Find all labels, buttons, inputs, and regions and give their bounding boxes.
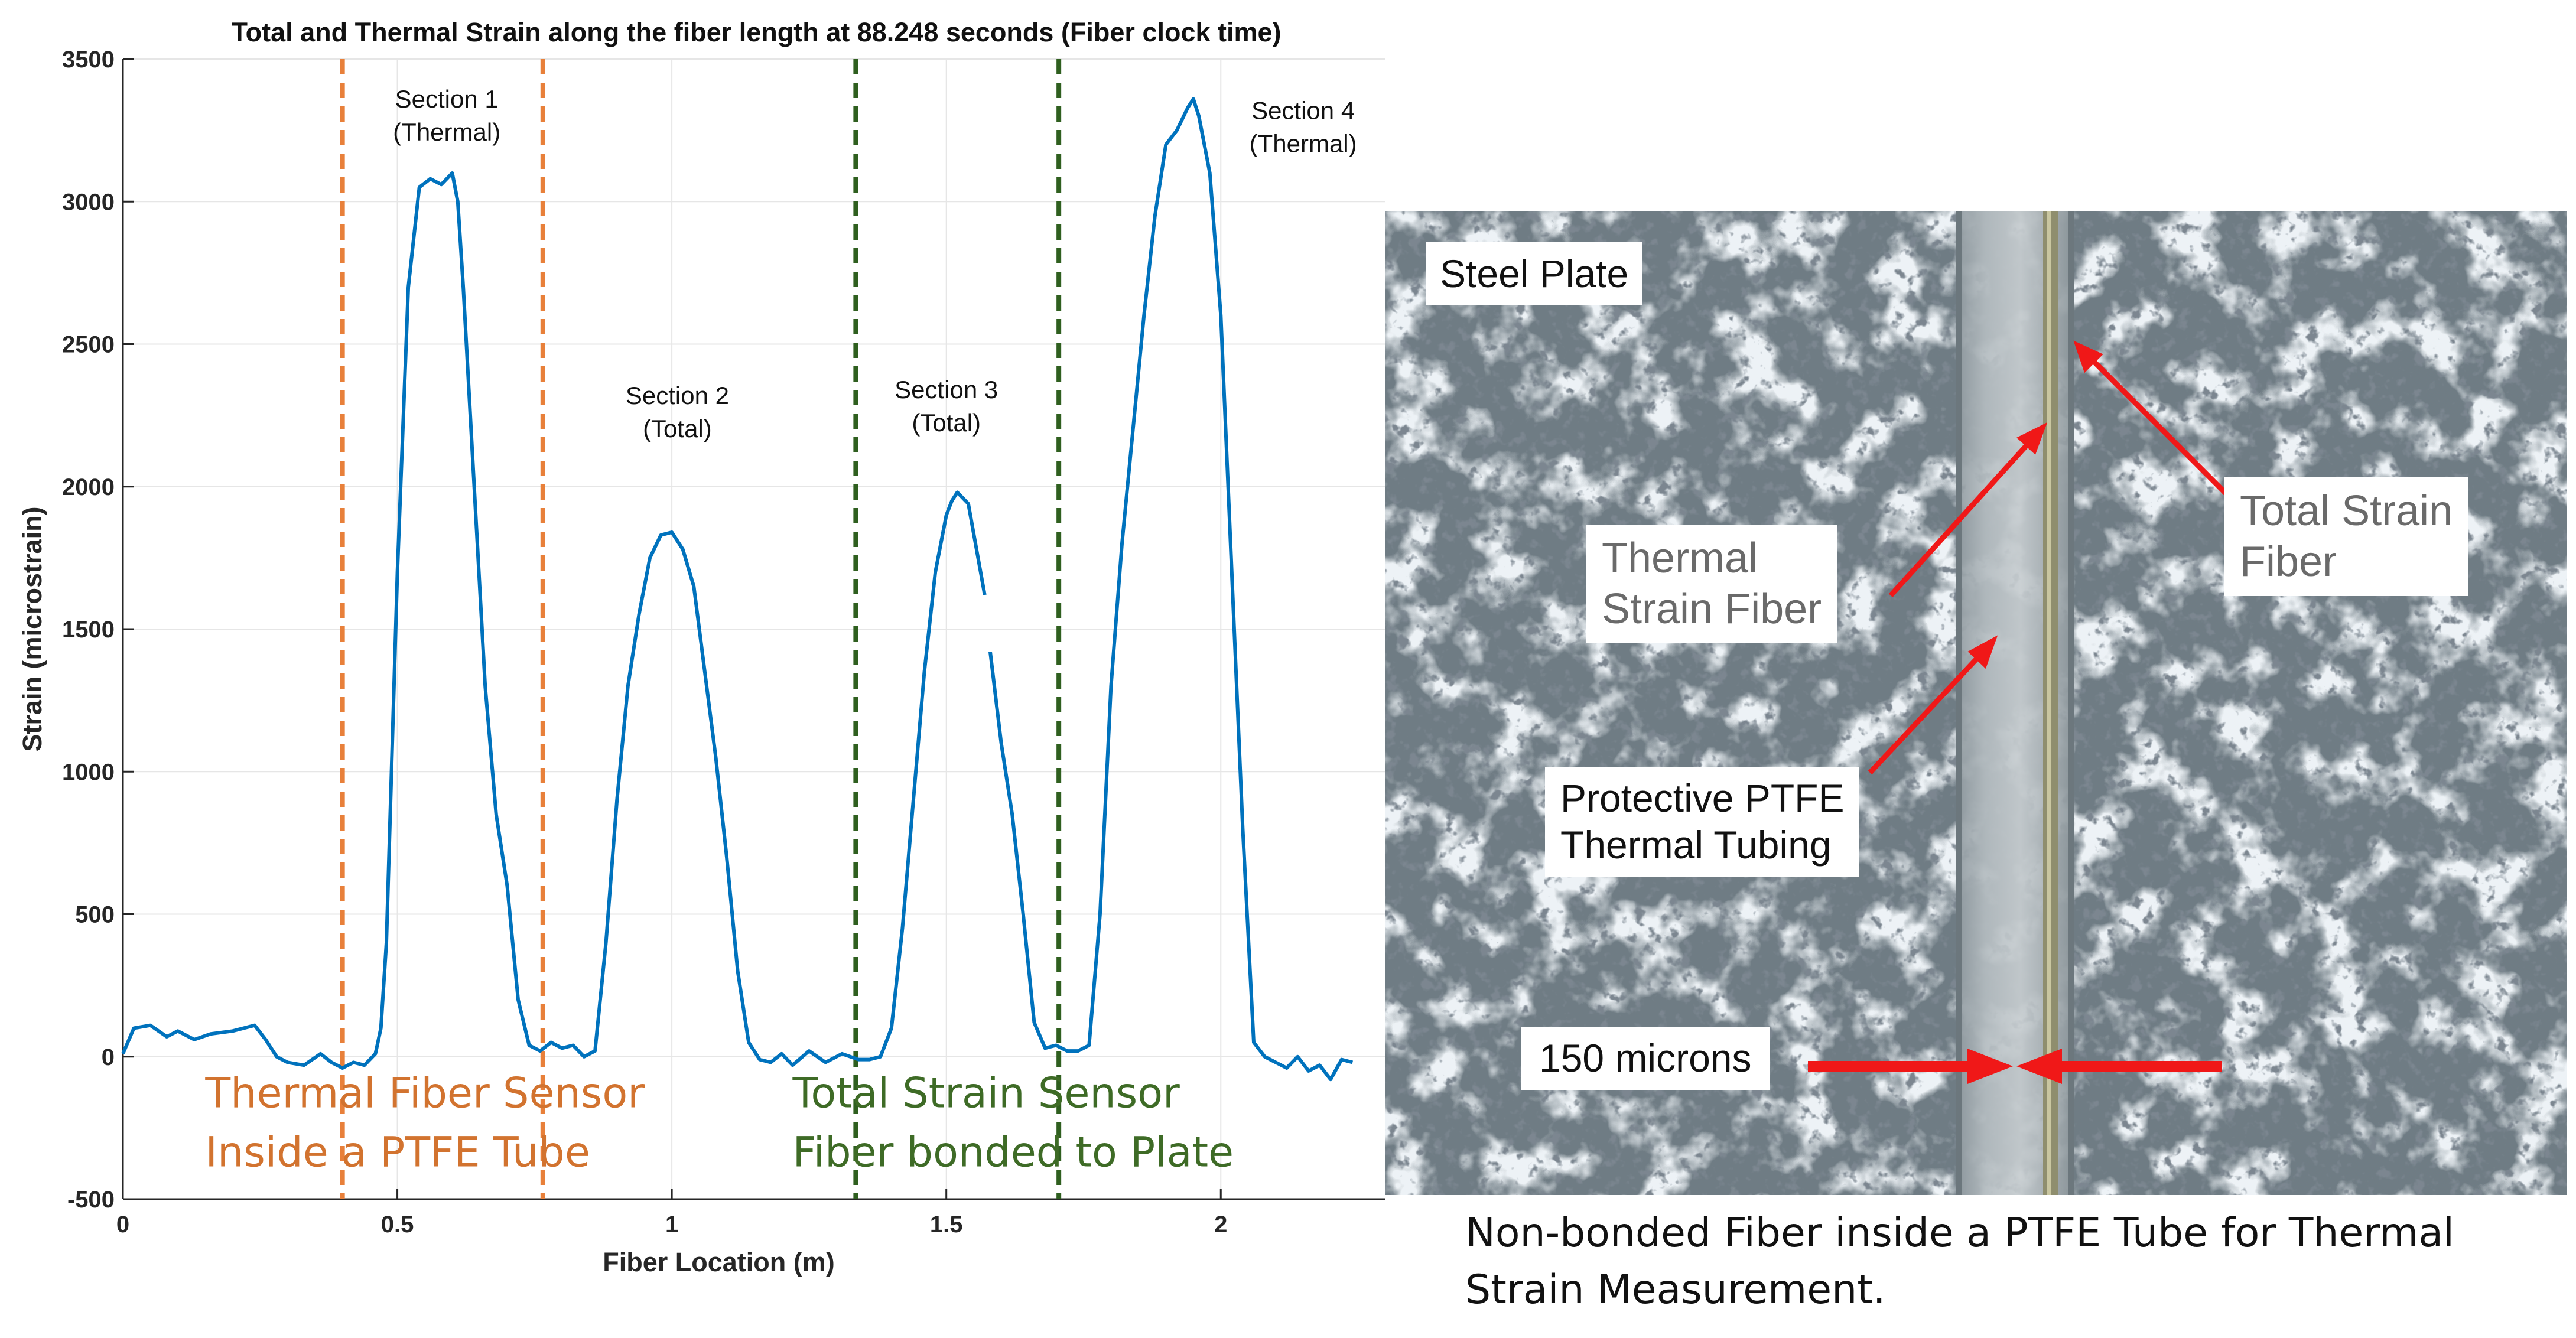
ptfe-tubing-label: Protective PTFE Thermal Tubing xyxy=(1545,767,1860,877)
sensor-label: Total Strain Sensor Fiber bonded to Plate xyxy=(792,1069,1234,1177)
strain-series-line xyxy=(988,97,1354,1082)
y-tick-label: 1000 xyxy=(62,759,115,785)
y-axis-label: Strain (microstrain) xyxy=(17,506,47,751)
tube-edge-left xyxy=(1956,211,1962,1195)
thermal-strain-fiber-label: Thermal Strain Fiber xyxy=(1586,525,1837,643)
y-tick-label: 2000 xyxy=(62,474,115,500)
y-tick-label: 3500 xyxy=(62,47,115,73)
scale-label: 150 microns xyxy=(1521,1027,1770,1090)
chart-title: Total and Thermal Strain along the fiber… xyxy=(231,17,1281,47)
strain-chart: 0 0.5 1 1.5 2-500050010001500200025003000350… xyxy=(17,17,1385,1277)
y-tick-label: 500 xyxy=(75,902,115,928)
total-strain-fiber-label: Total Strain Fiber xyxy=(2224,477,2468,596)
figure-caption: Non-bonded Fiber inside a PTFE Tube for … xyxy=(1465,1210,2454,1313)
x-tick-label: 0 xyxy=(116,1212,129,1238)
y-tick-label: 0 xyxy=(102,1044,115,1070)
section-annotation: Section 1 (Thermal) xyxy=(393,85,500,146)
x-tick-label: 0.5 xyxy=(381,1212,414,1238)
y-tick-label: 2500 xyxy=(62,332,115,358)
section-annotation: Section 4 (Thermal) xyxy=(1250,96,1357,157)
x-tick-label: 1 xyxy=(665,1212,678,1238)
scale-arrows xyxy=(1808,1049,2222,1084)
strain-series-line xyxy=(121,171,987,1070)
x-tick-label: 2 xyxy=(1214,1212,1227,1238)
section-annotation: Section 2 (Total) xyxy=(626,382,729,442)
section-annotation: Section 3 (Total) xyxy=(895,376,998,437)
x-axis-label: Fiber Location (m) xyxy=(603,1247,835,1277)
sensor-label: Thermal Fiber Sensor Inside a PTFE Tube xyxy=(204,1069,645,1177)
y-tick-label: 1500 xyxy=(62,617,115,643)
steel-plate-label: Steel Plate xyxy=(1426,242,1643,306)
y-tick-label: -500 xyxy=(67,1187,115,1213)
fiber-photo: Steel Plate Thermal Strain Fiber Total S… xyxy=(1385,211,2567,1195)
x-tick-label: 1.5 xyxy=(930,1212,963,1238)
tube-edge-right xyxy=(2068,211,2074,1195)
annotation-arrows xyxy=(1868,340,2230,775)
y-tick-label: 3000 xyxy=(62,189,115,215)
